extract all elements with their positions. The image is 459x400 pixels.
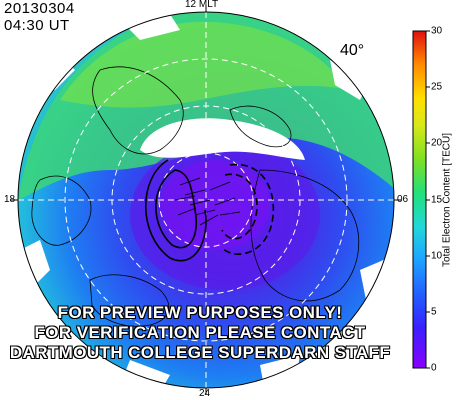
colorbar-tick-25: 25 [431, 81, 443, 93]
time-label: 04:30 UT [4, 17, 70, 34]
watermark-line-1: FOR PREVIEW PURPOSES ONLY! [57, 303, 343, 322]
mlt-top-label: 12 MLT [185, 0, 219, 10]
watermark-line-3: DARTMOUTH COLLEGE SUPERDARN STAFF [9, 343, 391, 362]
colorbar-tick-20: 20 [431, 137, 443, 149]
colorbar-ticks [426, 30, 430, 369]
colorbar-tick-15: 15 [431, 194, 443, 206]
velocity-vectors [174, 177, 241, 226]
mlt-bottom-label: 24 [199, 388, 211, 399]
mlt-right-label: 06 [397, 194, 409, 205]
watermark-line-2: FOR VERIFICATION PLEASE CONTACT [34, 323, 366, 342]
colorbar-tick-0: 0 [431, 362, 437, 374]
colorbar-tick-10: 10 [431, 250, 443, 262]
colorbar-tick-30: 30 [431, 25, 443, 37]
convection-contours [144, 159, 275, 262]
mlt-grid [18, 12, 394, 388]
mlt-left-label: 18 [4, 194, 16, 205]
latitude-label: 40° [340, 42, 365, 59]
colorbar [412, 30, 427, 369]
mlt-ticks [11, 5, 401, 395]
colorbar-title: Total Electron Content [TECU] [441, 133, 453, 267]
colorbar-tick-5: 5 [431, 306, 437, 318]
date-label: 20130304 [4, 0, 75, 17]
